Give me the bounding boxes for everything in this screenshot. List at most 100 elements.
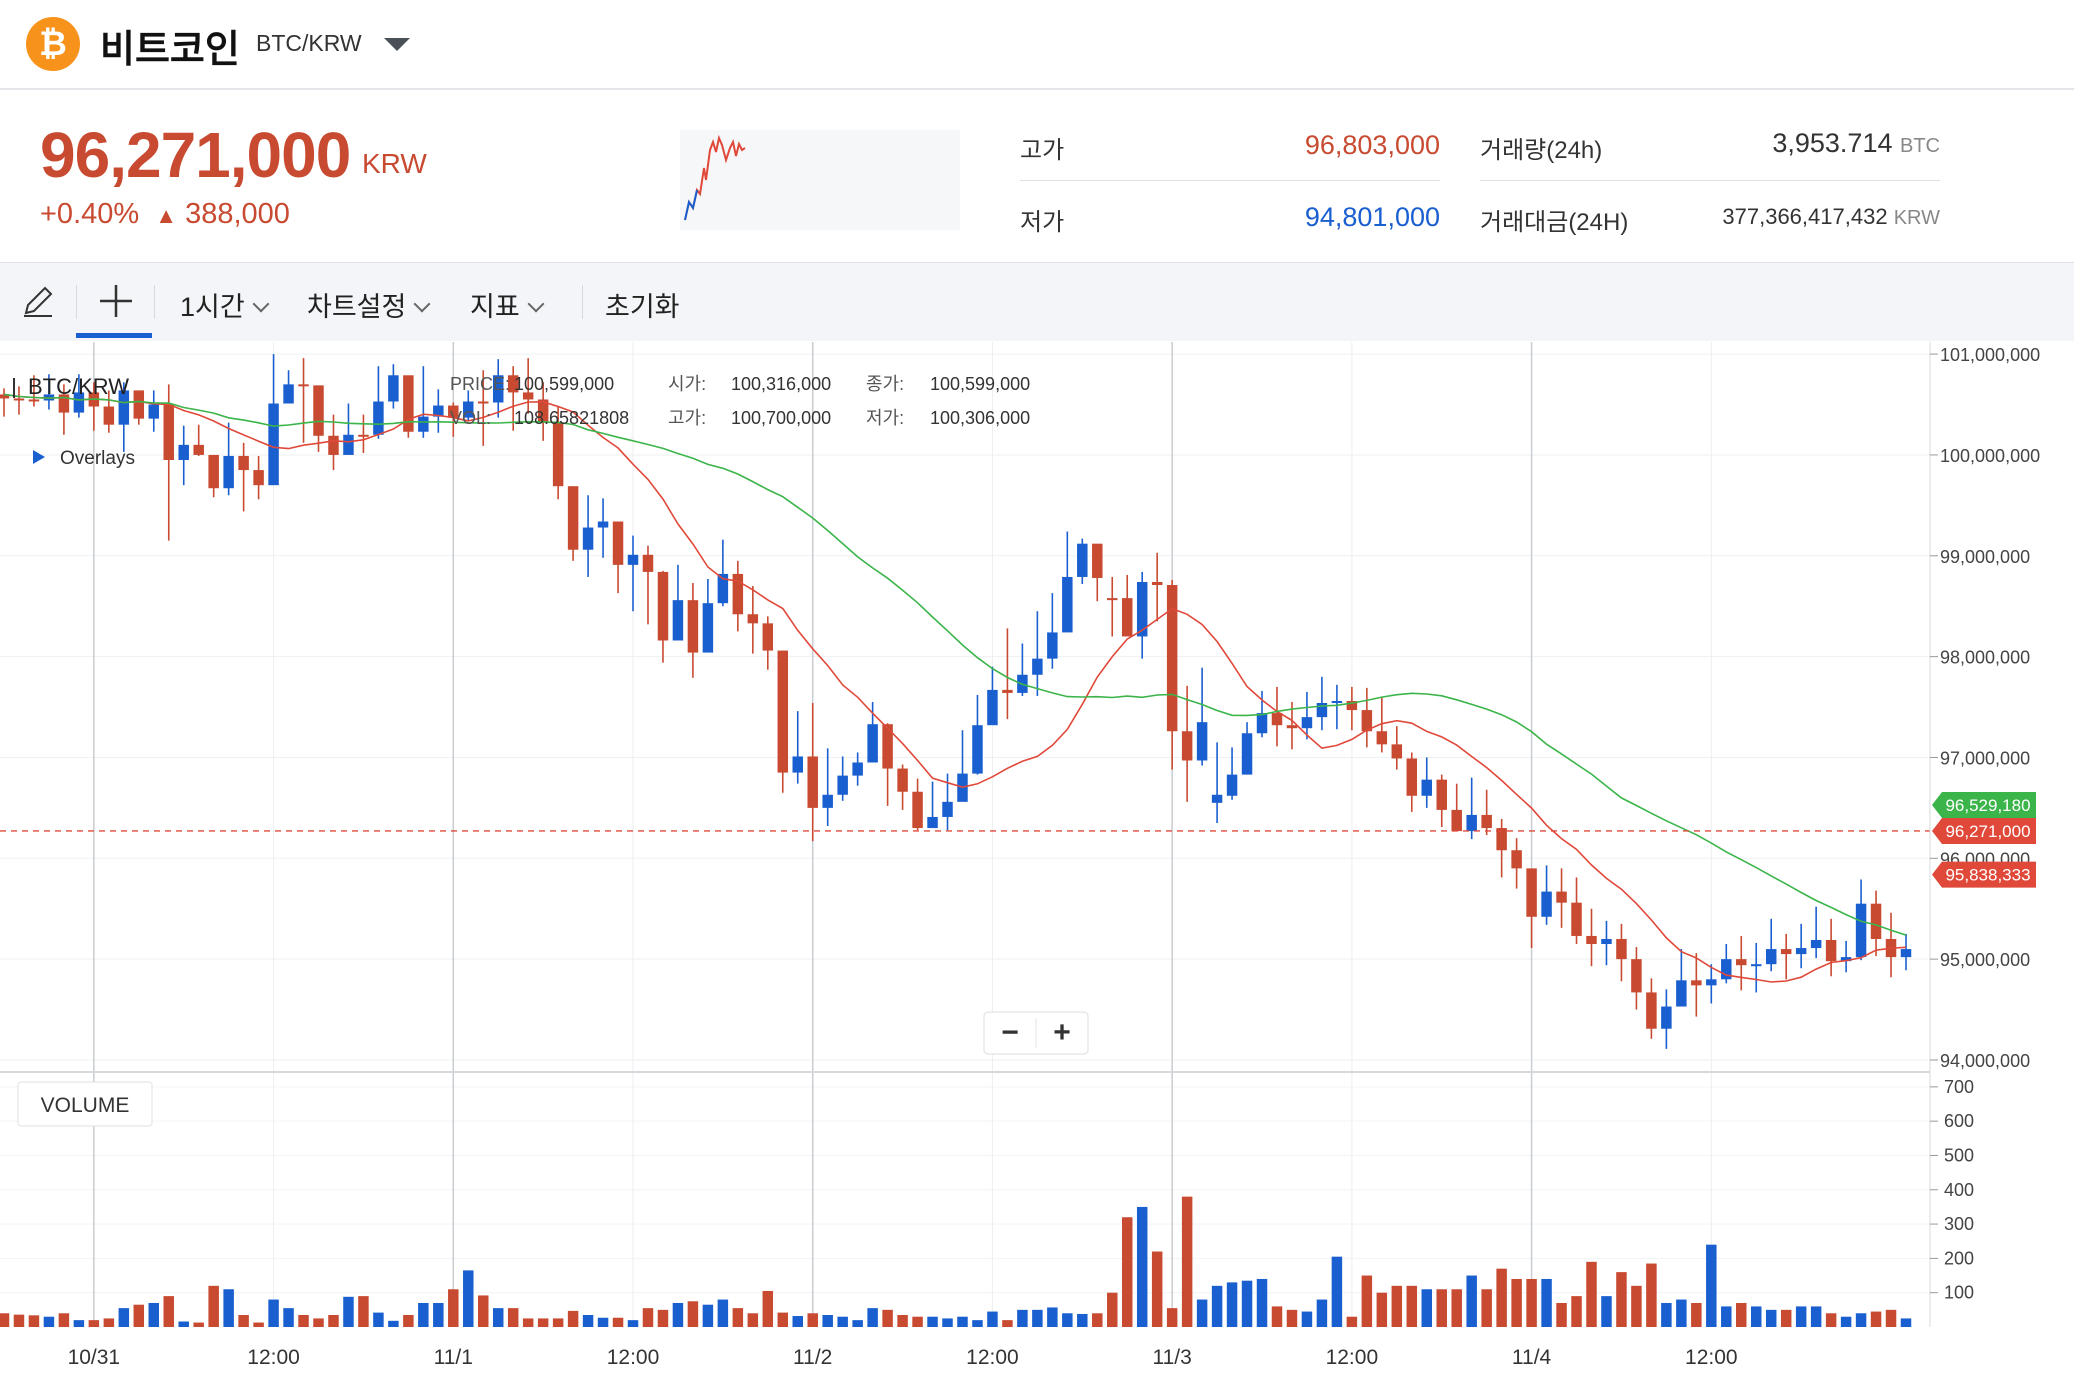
coin-name[interactable]: 비트코인 — [100, 29, 240, 71]
candle-body — [0, 394, 10, 399]
candle-body — [852, 762, 863, 776]
volume-bar — [1736, 1302, 1747, 1327]
candle-body — [403, 375, 414, 432]
price-chart[interactable]: 101,000,000 100,000,000 99,000,000 98,000,0… — [0, 342, 2074, 1390]
volume-tick-label: 700 — [1944, 1077, 1974, 1097]
candle-body — [1750, 964, 1762, 967]
candle-body — [1631, 959, 1642, 993]
overlays-toggle[interactable]: Overlays — [60, 448, 135, 469]
coin-pair[interactable]: BTC/KRW — [256, 30, 362, 56]
candle-body — [1226, 774, 1238, 796]
candle-body — [1795, 948, 1807, 955]
chevron-down-icon — [252, 295, 270, 313]
price-tick-label: 95,000,000 — [1940, 950, 2030, 970]
volume-bar — [148, 1302, 160, 1327]
candle-body — [912, 791, 923, 829]
volume-bar — [43, 1316, 55, 1327]
volume-bar — [1706, 1244, 1717, 1327]
chevron-down-icon[interactable] — [384, 38, 410, 51]
candle-body — [882, 724, 893, 769]
candle-body — [762, 623, 774, 651]
candle-body — [687, 600, 699, 653]
candle-body — [1196, 722, 1208, 761]
candle-body — [1646, 992, 1657, 1029]
volume-bar — [1286, 1309, 1298, 1327]
candle-body — [822, 794, 833, 808]
change-amount: 388,000 — [185, 198, 290, 230]
legend-low-value: 100,306,000 — [930, 408, 1030, 428]
candle-body — [1451, 809, 1462, 832]
volume-bar — [702, 1304, 714, 1327]
volume-bar — [73, 1320, 85, 1327]
price-tick-label: 98,000,000 — [1940, 648, 2030, 668]
chart-settings-dropdown[interactable]: 차트설정 — [307, 285, 431, 324]
candle-body — [1047, 632, 1058, 659]
zoom-out-button[interactable]: − — [1001, 1016, 1019, 1049]
candle-body — [1541, 891, 1552, 917]
coin-header: ₿ 비트코인 BTC/KRW — [0, 0, 2074, 90]
price-unit: KRW — [362, 148, 427, 179]
volume-bar — [1002, 1320, 1013, 1327]
volume-bar — [732, 1308, 744, 1327]
indicators-dropdown[interactable]: 지표 — [470, 285, 545, 324]
price-tag-label: 96,529,180 — [1945, 796, 2030, 815]
volume-bar — [1721, 1306, 1732, 1327]
candle-body — [1151, 582, 1163, 586]
candle-body — [492, 375, 504, 403]
volume-bar — [358, 1296, 369, 1327]
volume-bar — [1885, 1309, 1897, 1327]
pencil-icon[interactable] — [18, 281, 58, 321]
volume-tick-label: 100 — [1944, 1283, 1974, 1303]
candle-body — [747, 614, 759, 624]
legend-close-value: 100,599,000 — [930, 374, 1030, 394]
bitcoin-icon: ₿ — [26, 17, 80, 71]
volume-bar — [597, 1317, 609, 1327]
volume-bar — [403, 1314, 414, 1327]
volume-bar — [1136, 1206, 1148, 1327]
volume-bar — [1316, 1299, 1328, 1327]
volume-bar — [1511, 1278, 1522, 1327]
candle-body — [807, 756, 818, 808]
candle-body — [1571, 902, 1582, 936]
time-tick-label: 11/2 — [793, 1346, 832, 1369]
candle-body — [1586, 935, 1597, 945]
zoom-in-button[interactable]: + — [1053, 1016, 1071, 1049]
reset-button[interactable]: 초기화 — [605, 292, 680, 322]
crosshair-icon[interactable] — [96, 281, 136, 321]
ticker-summary: 96,271,000 KRW +0.40% ▲ 388,000 고가 96,80… — [0, 90, 2074, 260]
volume-bar — [1750, 1306, 1762, 1327]
volume-bar — [1810, 1306, 1822, 1327]
interval-dropdown[interactable]: 1시간 — [180, 285, 270, 324]
candle-body — [433, 405, 444, 417]
volume-bar — [313, 1318, 324, 1327]
volume-bar — [1406, 1285, 1418, 1327]
price-tag-label: 96,271,000 — [1945, 822, 2030, 841]
candle-body — [1361, 710, 1373, 732]
volume-bar — [373, 1312, 384, 1327]
volume-bar — [1601, 1296, 1612, 1327]
volume-bar — [1780, 1309, 1792, 1327]
candle-body — [867, 724, 878, 763]
candle-body — [1511, 850, 1522, 869]
candle-body — [163, 404, 174, 460]
candle-body — [1556, 891, 1567, 903]
price-tick-label: 100,000,000 — [1940, 446, 2040, 466]
volume-bar — [1795, 1306, 1807, 1327]
volume-bar — [433, 1302, 444, 1327]
candle-body — [1166, 585, 1178, 732]
time-tick-label: 12:00 — [247, 1346, 300, 1369]
time-tick-label: 11/3 — [1152, 1346, 1191, 1369]
volume-tick-label: 500 — [1944, 1145, 1974, 1165]
candle-body — [1107, 598, 1118, 601]
candle-body — [463, 401, 474, 418]
candle-body — [567, 486, 579, 550]
candle-body — [1466, 814, 1477, 832]
candle-body — [1840, 957, 1852, 962]
candle-body — [268, 403, 279, 486]
legend-symbol: BTC/KRW — [28, 374, 129, 399]
volume-bar — [208, 1285, 219, 1327]
play-icon[interactable] — [33, 450, 45, 464]
volume-bar — [163, 1296, 174, 1327]
volume-bar — [1121, 1217, 1133, 1327]
volume-bar — [298, 1314, 309, 1327]
